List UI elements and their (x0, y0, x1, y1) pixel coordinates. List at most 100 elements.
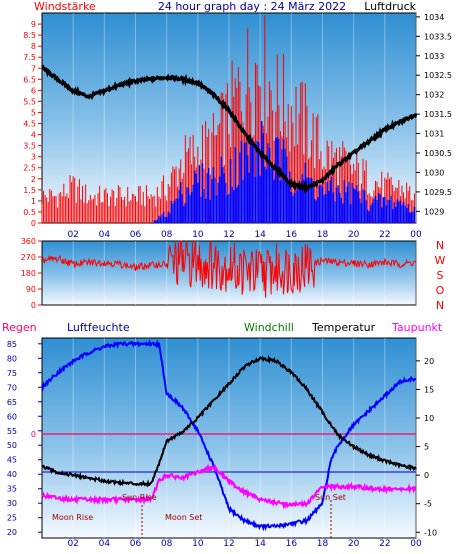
compass-label: N (436, 299, 444, 312)
humidity-tick-label: 60 (7, 412, 17, 421)
wind-tick-label: 8 (31, 42, 36, 51)
hour-tick-label: 06 (130, 539, 142, 549)
pressure-tick-label: 1032.5 (424, 71, 452, 80)
hour-tick-label: 06 (130, 230, 142, 240)
wind-tick-label: 9 (31, 20, 36, 29)
wind-tick-label: 8.5 (23, 31, 36, 40)
pressure-series-line (41, 64, 418, 195)
hour-tick-label: 10 (192, 230, 204, 240)
wind-tick-label: 3 (31, 153, 36, 162)
humidity-line (41, 339, 417, 532)
humidity-tick-label: 25 (7, 514, 17, 523)
direction-tick-label: 0 (31, 301, 36, 310)
hour-tick-label: 12 (223, 230, 234, 240)
humidity-tick-label: 20 (7, 528, 17, 537)
temperature-line (41, 354, 417, 488)
humidity-tick-label: 40 (7, 470, 17, 479)
wind-tick-label: 2 (31, 175, 36, 184)
sunset-label: Sun Set (315, 493, 346, 502)
direction-tick-label: 180 (21, 269, 36, 278)
pressure-axis-title: Luftdruck (364, 0, 416, 13)
hour-tick-label: 12 (223, 539, 234, 549)
wind-tick-label: 0.5 (23, 208, 36, 217)
wind-tick-label: 6.5 (23, 75, 36, 84)
pressure-tick-label: 1030 (424, 168, 444, 177)
hour-tick-label: 20 (348, 539, 360, 549)
hour-tick-label: 20 (348, 230, 360, 240)
wind-tick-label: 5 (31, 108, 36, 117)
pressure-tick-label: 1029 (424, 207, 444, 216)
humidity-tick-label: 70 (7, 383, 17, 392)
hour-tick-label: 18 (317, 539, 329, 549)
wind-tick-label: 7 (31, 64, 36, 73)
legend-humidity: Luftfeuchte (67, 321, 130, 334)
sunrise-label: Sun Rise (122, 493, 157, 502)
pressure-tick-label: 1031.5 (424, 110, 452, 119)
wind-tick-label: 1.5 (23, 186, 36, 195)
wind-tick-label: 4.5 (23, 120, 36, 129)
temperature-tick-label: 0 (424, 471, 429, 480)
hour-tick-label: 04 (99, 539, 111, 549)
hour-tick-label: 22 (379, 539, 390, 549)
compass-label: O (436, 284, 445, 297)
moonrise-label: Moon Rise (52, 513, 93, 522)
humidity-tick-label: 55 (7, 427, 17, 436)
rain-zero-label: 0 (31, 430, 36, 439)
temperature-tick-label: 20 (424, 357, 434, 366)
hour-tick-label: 14 (254, 539, 266, 549)
temperature-tick-label: -5 (424, 500, 432, 509)
hour-tick-label: 00 (410, 230, 422, 240)
wind-tick-label: 3.5 (23, 142, 36, 151)
hour-tick-label: 00 (410, 539, 422, 549)
wind-tick-label: 7.5 (23, 53, 36, 62)
humidity-tick-label: 65 (7, 398, 17, 407)
hour-tick-label: 22 (379, 230, 390, 240)
pressure-tick-label: 1029.5 (424, 188, 452, 197)
direction-tick-label: 360 (21, 237, 36, 246)
direction-tick-label: 270 (21, 253, 36, 262)
pressure-tick-label: 1033 (424, 52, 444, 61)
hour-tick-label: 02 (67, 230, 78, 240)
wind-tick-label: 2.5 (23, 164, 36, 173)
hour-tick-label: 10 (192, 539, 204, 549)
dewpoint-line (41, 463, 417, 510)
hour-tick-label: 02 (67, 539, 78, 549)
wind-direction-line (41, 240, 417, 298)
pressure-tick-label: 1032 (424, 91, 444, 100)
hour-tick-label: 04 (99, 230, 111, 240)
legend-rain: Regen (2, 321, 37, 334)
hour-tick-label: 18 (317, 230, 329, 240)
pressure-tick-label: 1030.5 (424, 149, 452, 158)
legend-windchill: Windchill (244, 321, 294, 334)
temperature-tick-label: 5 (424, 443, 429, 452)
temperature-humidity-plot (41, 337, 417, 539)
pressure-tick-label: 1031 (424, 130, 444, 139)
hour-tick-label: 14 (254, 230, 266, 240)
legend-dewpoint: Taupunkt (391, 321, 443, 334)
humidity-tick-label: 85 (7, 340, 17, 349)
wind-tick-label: 5.5 (23, 97, 36, 106)
humidity-tick-label: 35 (7, 485, 17, 494)
humidity-tick-label: 75 (7, 369, 17, 378)
temperature-tick-label: 15 (424, 385, 434, 394)
temperature-tick-label: -10 (424, 528, 437, 537)
direction-tick-label: 90 (26, 285, 36, 294)
compass-label: S (437, 269, 444, 282)
wind-tick-label: 0 (31, 219, 36, 228)
humidity-tick-label: 30 (7, 499, 17, 508)
temperature-tick-label: 10 (424, 414, 434, 423)
wind-tick-label: 4 (31, 131, 36, 140)
humidity-tick-label: 50 (7, 441, 17, 450)
moonset-label: Moon Set (165, 513, 202, 522)
pressure-tick-label: 1033.5 (424, 32, 452, 41)
legend-temperature: Temperatur (311, 321, 376, 334)
hour-tick-label: 08 (161, 230, 173, 240)
hour-tick-label: 08 (161, 539, 173, 549)
chart-title: 24 hour graph day : 24 März 2022 (158, 0, 346, 13)
compass-label: W (435, 254, 446, 267)
pressure-tick-label: 1034 (424, 13, 444, 22)
humidity-tick-label: 80 (7, 354, 17, 363)
humidity-tick-label: 45 (7, 456, 17, 465)
